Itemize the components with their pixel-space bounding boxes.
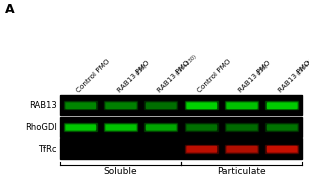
Bar: [106, 103, 135, 108]
Bar: [265, 123, 298, 131]
Text: (191+230): (191+230): [176, 53, 198, 76]
Bar: [227, 125, 256, 129]
Bar: [267, 125, 296, 129]
Text: RAB13 PMO: RAB13 PMO: [237, 60, 272, 94]
Text: (191+230): (191+230): [296, 53, 309, 76]
Bar: [60, 117, 302, 137]
Bar: [186, 124, 216, 130]
Bar: [226, 102, 257, 108]
Bar: [185, 123, 218, 131]
Bar: [60, 138, 302, 159]
Text: (230): (230): [256, 63, 269, 76]
Bar: [225, 123, 258, 131]
Bar: [146, 102, 176, 108]
Bar: [66, 103, 95, 108]
Bar: [225, 145, 258, 152]
Text: Soluble: Soluble: [104, 167, 137, 176]
Bar: [267, 102, 297, 108]
Bar: [225, 101, 258, 109]
Bar: [105, 124, 136, 130]
Text: Particulate: Particulate: [217, 167, 266, 176]
Text: RhoGDI: RhoGDI: [25, 123, 57, 132]
Text: RAB13 PMO: RAB13 PMO: [277, 60, 309, 94]
Bar: [267, 146, 297, 152]
Bar: [226, 124, 257, 130]
Bar: [226, 146, 257, 152]
Bar: [64, 101, 97, 109]
Bar: [66, 125, 95, 129]
Bar: [144, 101, 177, 109]
Text: RAB13: RAB13: [29, 101, 57, 110]
Bar: [265, 101, 298, 109]
Bar: [267, 124, 297, 130]
Bar: [227, 103, 256, 108]
Text: RAB13 PMO: RAB13 PMO: [116, 60, 150, 94]
Bar: [187, 125, 216, 129]
Bar: [146, 103, 175, 108]
Bar: [267, 103, 296, 108]
Bar: [65, 102, 95, 108]
Bar: [265, 145, 298, 152]
Text: A: A: [5, 3, 15, 16]
Bar: [146, 125, 175, 129]
Bar: [60, 95, 302, 115]
Bar: [227, 146, 256, 151]
Bar: [65, 124, 95, 130]
Bar: [146, 124, 176, 130]
Bar: [64, 123, 97, 131]
Bar: [186, 146, 216, 152]
Bar: [104, 123, 137, 131]
Bar: [185, 101, 218, 109]
Bar: [187, 103, 216, 108]
Bar: [185, 145, 218, 152]
Text: Control PMO: Control PMO: [197, 58, 233, 94]
Bar: [267, 146, 296, 151]
Text: TfRc: TfRc: [39, 145, 57, 154]
Text: RAB13 PMO: RAB13 PMO: [157, 60, 191, 94]
Bar: [106, 125, 135, 129]
Bar: [105, 102, 136, 108]
Bar: [186, 102, 216, 108]
Text: (230): (230): [135, 63, 148, 76]
Bar: [104, 101, 137, 109]
Bar: [187, 146, 216, 151]
Bar: [144, 123, 177, 131]
Text: Control PMO: Control PMO: [76, 58, 112, 94]
